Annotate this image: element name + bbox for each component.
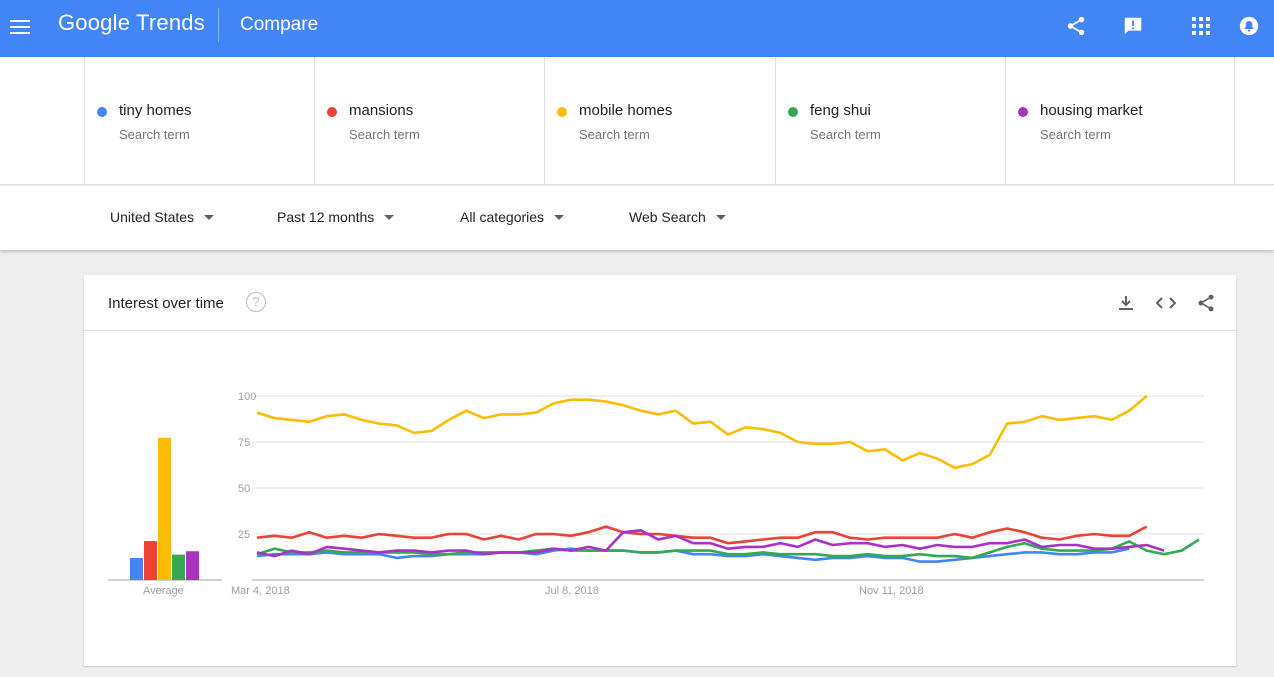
term-type: Search term — [579, 127, 650, 142]
download-icon[interactable] — [1115, 292, 1137, 314]
series-line-mobile-homes — [256, 395, 1148, 470]
app-bar: Google Trends Compare — [0, 0, 1274, 57]
term-card-housing-market[interactable]: housing market Search term — [1005, 57, 1235, 185]
term-card-mobile-homes[interactable]: mobile homes Search term — [544, 57, 774, 185]
term-color-dot — [557, 107, 567, 117]
menu-icon[interactable] — [8, 15, 32, 39]
chevron-down-icon — [715, 214, 726, 220]
x-tick-label: Jul 8, 2018 — [545, 585, 599, 597]
term-name[interactable]: tiny homes — [119, 102, 192, 119]
help-icon[interactable]: ? — [246, 292, 266, 312]
average-bar-feng-shui — [172, 554, 185, 580]
series-line-housing-market — [256, 529, 1165, 558]
region-dropdown[interactable]: United States — [110, 209, 215, 225]
term-name[interactable]: mansions — [349, 102, 414, 119]
interest-over-time-chart: 25 50 75 100 Mar 4, 2018 Jul 8, 2018 Nov 11, 2… — [108, 391, 1204, 597]
x-tick-label: Nov 11, 2018 — [859, 585, 924, 597]
app-bar-divider — [218, 8, 219, 42]
average-bar-mansions — [144, 541, 157, 580]
card-header: Interest over time ? — [84, 275, 1236, 331]
region-value: United States — [110, 209, 195, 225]
average-bar-mobile-homes — [158, 437, 171, 580]
search-type-value: Web Search — [629, 209, 706, 225]
page-title: Compare — [240, 14, 319, 35]
category-dropdown[interactable]: All categories — [460, 209, 565, 225]
embed-icon[interactable] — [1155, 292, 1177, 314]
search-type-dropdown[interactable]: Web Search — [629, 209, 726, 225]
search-terms-bar: tiny homes Search term mansions Search t… — [0, 57, 1274, 185]
time-range-dropdown[interactable]: Past 12 months — [277, 209, 395, 225]
interest-over-time-card: Interest over time ? 25 50 75 100 Mar 4, 201… — [84, 275, 1236, 666]
series-line-tiny-homes — [256, 547, 1130, 563]
term-name[interactable]: feng shui — [810, 102, 871, 119]
average-label: Average — [143, 585, 184, 597]
average-bar-housing-market — [186, 551, 199, 580]
term-card-feng-shui[interactable]: feng shui Search term — [775, 57, 1005, 185]
time-range-value: Past 12 months — [277, 209, 375, 225]
term-color-dot — [327, 107, 337, 117]
y-tick-label: 25 — [238, 529, 250, 541]
share-icon[interactable] — [1195, 292, 1217, 314]
term-name[interactable]: housing market — [1040, 102, 1143, 119]
notifications-icon[interactable] — [1237, 14, 1261, 38]
term-type: Search term — [349, 127, 420, 142]
google-trends-logo[interactable]: Google Trends — [58, 10, 205, 35]
term-card-tiny-homes[interactable]: tiny homes Search term — [84, 57, 314, 185]
filters-bar: United States Past 12 months All categor… — [0, 186, 1274, 250]
chevron-down-icon — [204, 214, 215, 220]
x-tick-label: Mar 4, 2018 — [231, 585, 290, 597]
y-tick-label: 75 — [238, 437, 250, 449]
apps-icon[interactable] — [1189, 14, 1213, 38]
feedback-icon[interactable] — [1121, 14, 1145, 38]
y-tick-label: 50 — [238, 483, 250, 495]
term-type: Search term — [1040, 127, 1111, 142]
average-bar-tiny-homes — [130, 557, 143, 580]
term-color-dot — [1018, 107, 1028, 117]
term-type: Search term — [119, 127, 190, 142]
share-icon[interactable] — [1064, 14, 1088, 38]
y-tick-label: 100 — [238, 391, 256, 403]
term-color-dot — [97, 107, 107, 117]
series-line-feng-shui — [256, 538, 1200, 560]
chevron-down-icon — [554, 214, 565, 220]
term-type: Search term — [810, 127, 881, 142]
term-name[interactable]: mobile homes — [579, 102, 673, 119]
term-color-dot — [788, 107, 798, 117]
category-value: All categories — [460, 209, 545, 225]
term-card-mansions[interactable]: mansions Search term — [314, 57, 544, 185]
card-title: Interest over time — [108, 295, 224, 312]
series-line-mansions — [256, 525, 1148, 545]
chevron-down-icon — [384, 214, 395, 220]
